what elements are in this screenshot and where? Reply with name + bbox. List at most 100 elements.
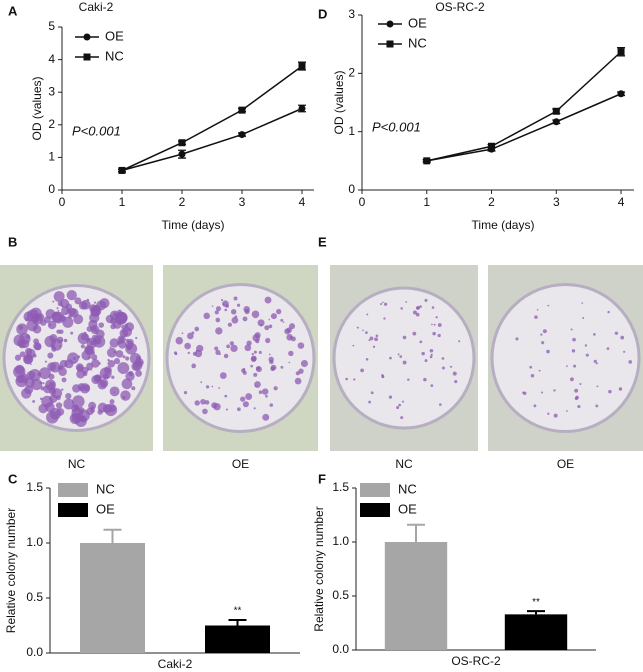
photo-label: OE [232, 457, 249, 471]
colony [435, 316, 438, 319]
colony [441, 366, 445, 370]
colony [595, 362, 598, 365]
colony [458, 340, 461, 343]
colony [88, 401, 97, 410]
colony [48, 373, 55, 380]
colony [596, 385, 599, 388]
colony [538, 369, 541, 372]
colony [431, 323, 433, 326]
colony [236, 303, 241, 307]
colony [246, 340, 252, 346]
colony [536, 308, 539, 311]
colony [251, 310, 260, 319]
marker [552, 107, 560, 115]
colony [345, 377, 348, 381]
colony [48, 381, 55, 388]
colony [86, 362, 94, 370]
colony [34, 319, 38, 323]
colony [437, 323, 442, 327]
colony [58, 365, 64, 371]
colony [571, 349, 576, 353]
legend-marker [386, 40, 394, 48]
colony [90, 325, 100, 335]
colony [113, 358, 121, 365]
colony [84, 331, 87, 334]
y-tick-label: 5 [48, 19, 55, 33]
colony [110, 316, 114, 320]
colony [268, 324, 273, 329]
colony [541, 391, 544, 394]
colony [53, 312, 58, 317]
colony [252, 334, 260, 342]
colony [258, 350, 262, 354]
colony [51, 344, 56, 349]
dish [332, 286, 476, 430]
x-axis-label: Time (days) [162, 218, 225, 232]
colony [360, 368, 365, 373]
panel-letter: F [318, 471, 326, 486]
colony [18, 373, 29, 384]
colony [230, 344, 238, 353]
colony [595, 404, 599, 408]
colony [269, 403, 274, 407]
colony [61, 388, 64, 391]
colony [400, 416, 404, 420]
colony [108, 368, 111, 371]
colony [388, 395, 393, 399]
error-bar [527, 610, 545, 615]
colony [121, 378, 133, 390]
y-tick-label: 0.0 [26, 645, 43, 659]
colony [401, 400, 405, 403]
colony [91, 359, 100, 368]
colony [80, 344, 85, 349]
x-axis-label: Caki-2 [158, 657, 193, 671]
marker [238, 131, 246, 139]
colony [454, 379, 458, 384]
colony [294, 377, 302, 385]
annotation: ** [532, 597, 540, 608]
colony [93, 301, 97, 304]
colony [402, 360, 407, 365]
colony [115, 350, 124, 358]
colony [215, 317, 221, 323]
marker [423, 157, 431, 165]
colony [606, 347, 610, 351]
colony [398, 403, 401, 407]
colony [38, 403, 48, 414]
colony [113, 312, 118, 317]
colony [608, 389, 612, 394]
colony [53, 291, 65, 302]
colony [72, 384, 81, 393]
colony [237, 407, 241, 412]
colony [195, 349, 198, 352]
colony [432, 331, 436, 336]
colony [70, 331, 74, 335]
y-tick-label: 3 [348, 7, 355, 21]
colony [83, 384, 90, 392]
colony [585, 353, 589, 357]
legend-label: OE [398, 501, 417, 516]
colony [365, 331, 368, 334]
colony [135, 336, 138, 340]
colony [106, 347, 117, 358]
colony [570, 328, 573, 331]
colony [553, 413, 558, 418]
x-axis-label: OS-RC-2 [451, 654, 501, 668]
y-tick-label: 1.5 [26, 480, 43, 494]
colony [112, 319, 122, 329]
colony [13, 334, 26, 347]
colony [245, 393, 253, 401]
colony [541, 341, 545, 345]
colony [288, 350, 294, 357]
legend-label: OE [408, 15, 427, 30]
colony [257, 319, 265, 327]
colony [400, 307, 403, 310]
colony [251, 352, 254, 356]
x-tick-label: 1 [423, 195, 430, 209]
colony [56, 329, 61, 334]
colony [227, 322, 233, 327]
legend-label: NC [105, 48, 124, 63]
colony [419, 340, 423, 344]
colony [270, 313, 277, 320]
marker [617, 90, 625, 98]
